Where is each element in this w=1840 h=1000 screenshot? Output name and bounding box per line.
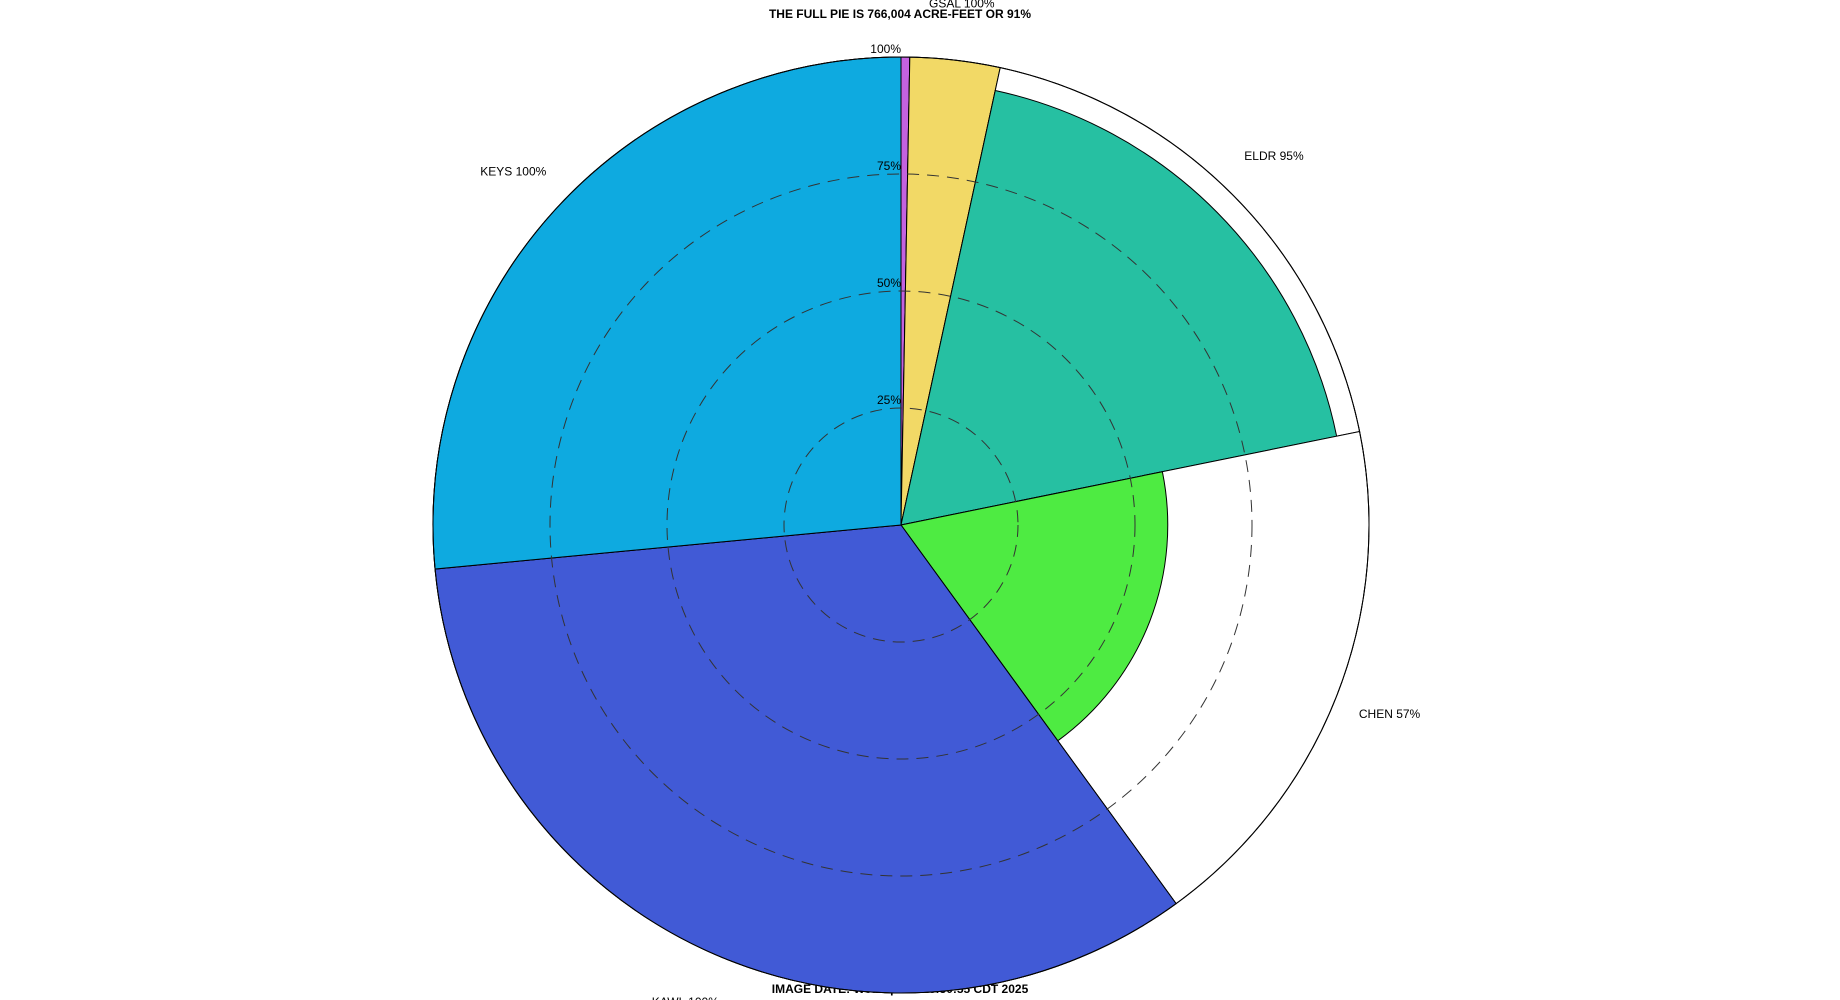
slice-label: CHEN 57% [1359,707,1421,721]
slice-label: GSAL 100% [929,0,995,11]
r-tick-label: 25% [877,393,901,407]
r-tick-label: 50% [877,276,901,290]
grid-ring [783,407,1019,643]
outline [432,56,1370,994]
slice-fill [900,471,1169,742]
slice-fill [900,89,1338,526]
slice-label: ELDR 95% [1244,149,1304,163]
grid-ring [549,173,1253,877]
r-tick-label: 75% [877,159,901,173]
slice-label: KEYS 100% [480,164,546,178]
r-tick-label: 100% [870,42,901,56]
slice-fill [432,56,902,570]
slice-label: KAWL 100% [652,995,719,1000]
chart-title: THE FULL PIE IS 766,004 ACRE-FEET OR 91% [769,7,1031,21]
grid-ring [666,290,1136,760]
